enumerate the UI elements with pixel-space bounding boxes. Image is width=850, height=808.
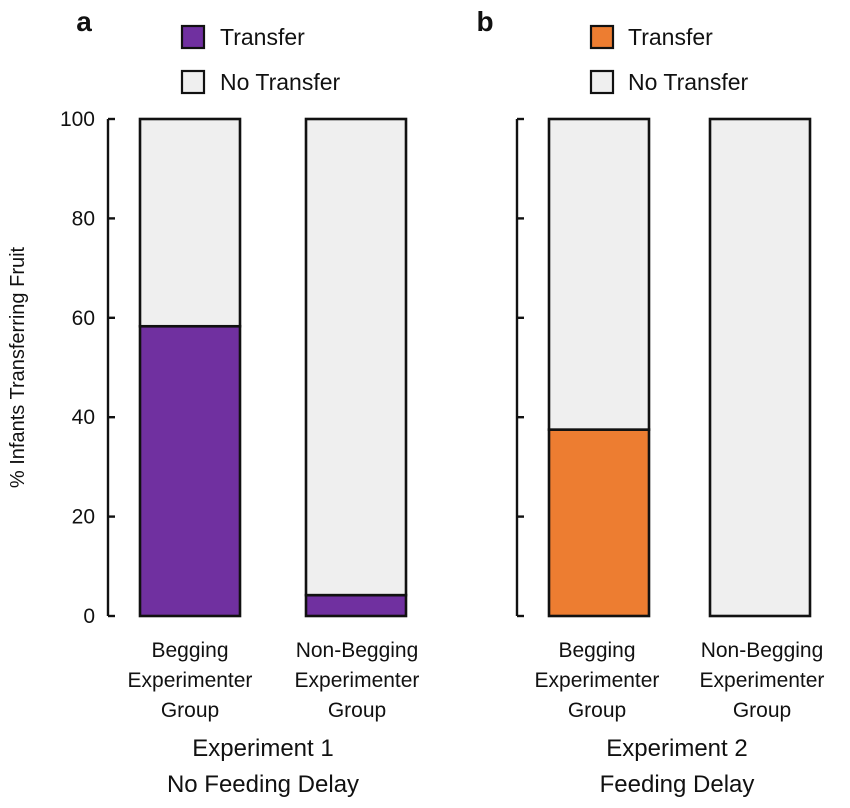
panel-a: a Transfer No Transfer 0 20 40 60 80 100 % Infant…	[7, 6, 419, 798]
category-label: Non-Begging	[701, 639, 824, 662]
y-tick-label: 80	[72, 207, 95, 230]
experiment-title: Experiment 2	[606, 735, 747, 762]
experiment-title: No Feeding Delay	[167, 771, 359, 798]
bar-transfer-segment	[304, 593, 408, 618]
bar-no-transfer-segment	[547, 117, 651, 431]
experiment-title: Experiment 1	[192, 735, 333, 762]
category-label: Experimenter	[295, 669, 420, 692]
bar-no-transfer-segment	[304, 117, 408, 597]
bar-transfer-segment	[138, 324, 242, 618]
category-label: Begging	[151, 639, 228, 662]
category-label: Experimenter	[535, 669, 660, 692]
panel-letter: b	[476, 6, 493, 37]
legend-label: No Transfer	[628, 69, 748, 95]
category-label: Group	[161, 699, 219, 722]
category-label: Experimenter	[700, 669, 825, 692]
y-tick-label: 0	[83, 605, 95, 628]
panel-b: b Transfer No Transfer Begging Experimenter G…	[476, 6, 824, 798]
panel-letter: a	[76, 6, 92, 37]
legend-swatch	[589, 69, 615, 95]
category-label: Non-Begging	[296, 639, 419, 662]
y-tick-label: 100	[60, 108, 95, 131]
experiment-title: Feeding Delay	[600, 771, 755, 798]
category-label: Group	[568, 699, 626, 722]
legend-label: Transfer	[628, 24, 713, 50]
y-axis-title: % Infants Transferring Fruit	[7, 246, 29, 488]
category-label: Group	[733, 699, 791, 722]
legend-swatch	[180, 24, 206, 50]
legend-label: No Transfer	[220, 69, 340, 95]
y-tick-label: 60	[72, 307, 95, 330]
y-tick-label: 40	[72, 406, 95, 429]
category-label: Experimenter	[128, 669, 253, 692]
legend-swatch	[180, 69, 206, 95]
legend-swatch	[589, 24, 615, 50]
category-label: Begging	[558, 639, 635, 662]
bar-no-transfer-segment	[708, 117, 812, 618]
category-label: Group	[328, 699, 386, 722]
bar-transfer-segment	[547, 428, 651, 618]
legend-label: Transfer	[220, 24, 305, 50]
y-tick-label: 20	[72, 506, 95, 529]
bar-no-transfer-segment	[138, 117, 242, 328]
